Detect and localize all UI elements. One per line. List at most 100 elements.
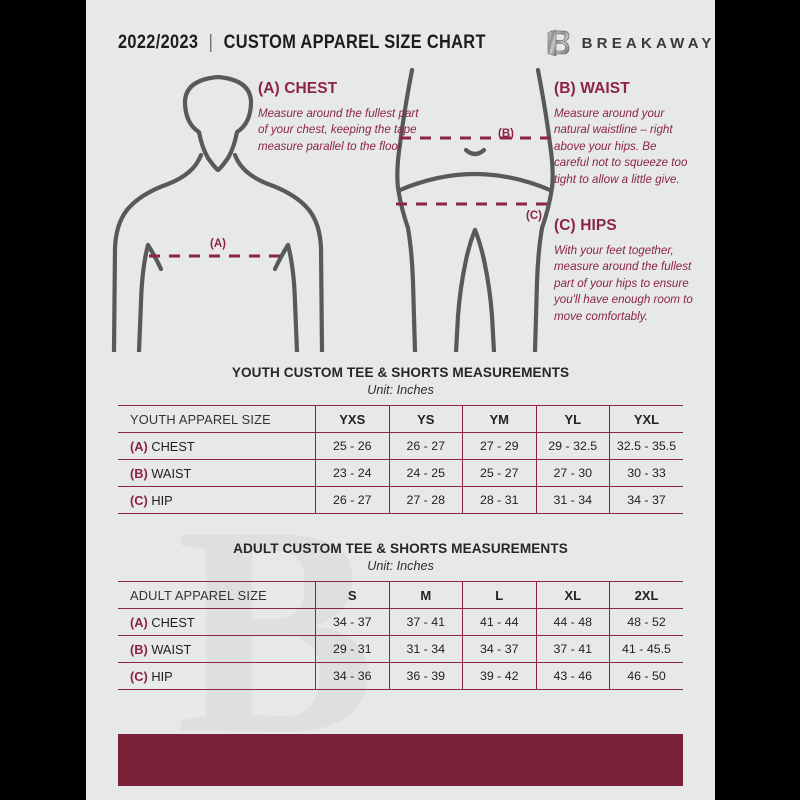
table-header-row: YOUTH APPAREL SIZE YXS YS YM YL YXL [118, 405, 683, 433]
youth-hip-1: 27 - 28 [388, 486, 463, 514]
brand-group: BREAKAWAY [546, 28, 715, 58]
adult-label-waist: WAIST [151, 641, 192, 657]
youth-waist-4: 30 - 33 [609, 459, 683, 487]
youth-hip-3: 31 - 34 [535, 486, 610, 514]
youth-label-chest: CHEST [151, 438, 195, 454]
adult-table-title: ADULT CUSTOM TEE & SHORTS MEASUREMENTS [233, 541, 568, 556]
adult-table-unit: Unit: Inches [367, 559, 434, 573]
adult-waist-1: 31 - 34 [388, 635, 463, 663]
adult-chest-2: 41 - 44 [462, 608, 537, 636]
adult-row-header: ADULT APPAREL SIZE [118, 581, 316, 609]
table-row: (A) CHEST 25 - 26 26 - 27 27 - 29 29 - 3… [118, 432, 683, 460]
youth-table-unit: Unit: Inches [367, 383, 434, 397]
youth-tag-a: (A) [130, 438, 148, 454]
table-row: (C) HIP 34 - 36 36 - 39 39 - 42 43 - 46 … [118, 662, 683, 690]
adult-label-hip: HIP [151, 668, 173, 684]
youth-col-4: YXL [609, 405, 683, 433]
footer-bar [118, 734, 683, 786]
youth-col-3: YL [535, 405, 610, 433]
guide-hips: (C) HIPS With your feet together, measur… [554, 217, 696, 325]
adult-chest-3: 44 - 48 [535, 608, 610, 636]
adult-hip-0: 34 - 36 [315, 662, 390, 690]
adult-col-0: S [315, 581, 390, 609]
header-divider: | [208, 32, 214, 53]
measurement-diagram: (A) (B) (C) (A) CHEST Measure around the… [86, 62, 715, 358]
adult-chest-1: 37 - 41 [388, 608, 463, 636]
adult-col-1: M [388, 581, 463, 609]
page-title: CUSTOM APPAREL SIZE CHART [223, 32, 486, 53]
youth-chest-2: 27 - 29 [462, 432, 537, 460]
youth-tag-c: (C) [130, 492, 148, 508]
table-row: (B) WAIST 29 - 31 31 - 34 34 - 37 37 - 4… [118, 635, 683, 663]
table-row: (B) WAIST 23 - 24 24 - 25 25 - 27 27 - 3… [118, 459, 683, 487]
table-row: (A) CHEST 34 - 37 37 - 41 41 - 44 44 - 4… [118, 608, 683, 636]
youth-chest-0: 25 - 26 [315, 432, 390, 460]
chest-marker-label: (A) [210, 238, 226, 250]
youth-chest-3: 29 - 32.5 [535, 432, 610, 460]
adult-hip-2: 39 - 42 [462, 662, 537, 690]
guide-waist: (B) WAIST Measure around your natural wa… [554, 80, 694, 188]
waist-marker-label: (B) [498, 128, 514, 140]
youth-row-label-hip: (C) HIP [118, 486, 316, 514]
lower-body-outline [395, 67, 556, 352]
breakaway-b-logo-icon [546, 28, 571, 58]
youth-col-1: YS [388, 405, 463, 433]
adult-row-label-waist: (B) WAIST [118, 635, 316, 663]
adult-col-4: 2XL [609, 581, 683, 609]
youth-table-title: YOUTH CUSTOM TEE & SHORTS MEASUREMENTS [231, 365, 570, 380]
adult-hip-3: 43 - 46 [535, 662, 610, 690]
youth-label-hip: HIP [151, 492, 173, 508]
table-row: (C) HIP 26 - 27 27 - 28 28 - 31 31 - 34 … [118, 486, 683, 514]
guide-chest-heading: (A) CHEST [258, 80, 338, 97]
adult-section: ADULT CUSTOM TEE & SHORTS MEASUREMENTS U… [86, 541, 715, 690]
size-chart-page: B 2022/2023 | CUSTOM APPAREL SIZE CHART [86, 0, 715, 800]
youth-row-label-chest: (A) CHEST [118, 432, 316, 460]
youth-waist-2: 25 - 27 [462, 459, 537, 487]
youth-waist-0: 23 - 24 [315, 459, 390, 487]
page-header: 2022/2023 | CUSTOM APPAREL SIZE CHART [86, 26, 715, 60]
youth-row-header: YOUTH APPAREL SIZE [118, 405, 316, 433]
adult-waist-2: 34 - 37 [462, 635, 537, 663]
hips-marker-label: (C) [526, 210, 542, 222]
youth-section: YOUTH CUSTOM TEE & SHORTS MEASUREMENTS U… [86, 365, 715, 514]
youth-waist-3: 27 - 30 [535, 459, 610, 487]
youth-row-label-waist: (B) WAIST [118, 459, 316, 487]
guide-chest: (A) CHEST Measure around the fullest par… [258, 80, 426, 155]
youth-col-2: YM [462, 405, 537, 433]
youth-hip-4: 34 - 37 [609, 486, 683, 514]
table-header-row: ADULT APPAREL SIZE S M L XL 2XL [118, 581, 683, 609]
guide-chest-body: Measure around the fullest part of your … [258, 107, 419, 153]
adult-hip-4: 46 - 50 [609, 662, 683, 690]
guide-waist-body: Measure around your natural waistline – … [554, 107, 688, 186]
youth-chest-4: 32.5 - 35.5 [609, 432, 683, 460]
guide-hips-body: With your feet together, measure around … [554, 244, 693, 323]
adult-col-3: XL [535, 581, 610, 609]
youth-tag-b: (B) [130, 465, 148, 481]
adult-tag-a: (A) [130, 614, 148, 630]
header-title-group: 2022/2023 | CUSTOM APPAREL SIZE CHART [118, 32, 486, 54]
adult-label-chest: CHEST [151, 614, 195, 630]
adult-hip-1: 36 - 39 [388, 662, 463, 690]
guide-waist-heading: (B) WAIST [554, 80, 630, 97]
adult-tag-b: (B) [130, 641, 148, 657]
front-torso-outline [111, 74, 325, 352]
adult-chest-4: 48 - 52 [609, 608, 683, 636]
adult-col-2: L [462, 581, 537, 609]
guide-hips-heading: (C) HIPS [554, 217, 617, 234]
youth-col-0: YXS [315, 405, 390, 433]
youth-hip-0: 26 - 27 [315, 486, 390, 514]
youth-size-table: YOUTH APPAREL SIZE YXS YS YM YL YXL (A) … [118, 405, 683, 514]
youth-chest-1: 26 - 27 [388, 432, 463, 460]
adult-size-table: ADULT APPAREL SIZE S M L XL 2XL (A) CHES… [118, 581, 683, 690]
adult-chest-0: 34 - 37 [315, 608, 390, 636]
adult-row-label-hip: (C) HIP [118, 662, 316, 690]
adult-tag-c: (C) [130, 668, 148, 684]
youth-waist-1: 24 - 25 [388, 459, 463, 487]
adult-waist-3: 37 - 41 [535, 635, 610, 663]
adult-waist-0: 29 - 31 [315, 635, 390, 663]
season-label: 2022/2023 [118, 32, 199, 53]
adult-row-label-chest: (A) CHEST [118, 608, 316, 636]
brand-name: BREAKAWAY [581, 34, 715, 52]
adult-waist-4: 41 - 45.5 [609, 635, 683, 663]
